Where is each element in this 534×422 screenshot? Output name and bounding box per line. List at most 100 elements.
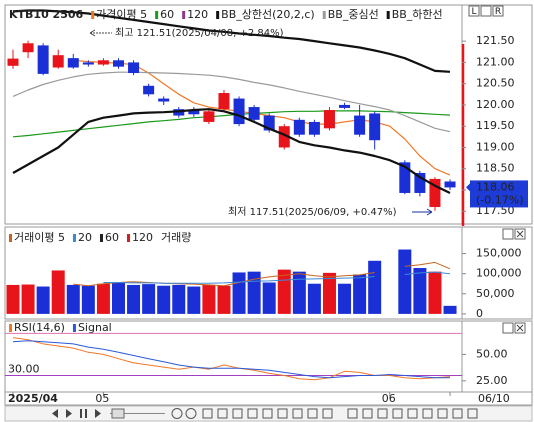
candle-body: [233, 98, 245, 125]
x-tick-label: 06: [382, 392, 396, 405]
tool-button[interactable]: [217, 408, 228, 419]
close-icon: [516, 230, 524, 238]
legend-swatch: [91, 11, 95, 19]
y-tick-label: 25.00: [476, 374, 508, 387]
tool-button[interactable]: [232, 408, 243, 419]
control-box[interactable]: [468, 5, 480, 17]
annotation: 최고 121.51(2025/04/08, +2.84%): [115, 27, 284, 39]
last-price-label: 118.06: [476, 180, 515, 193]
y-tick-label: 150,000: [476, 247, 522, 260]
y-tick-label: 50.00: [476, 347, 508, 360]
tool-button[interactable]: [377, 408, 388, 419]
candle-body: [7, 58, 19, 66]
last-price-pointer: [466, 183, 470, 192]
candle-body: [323, 110, 335, 129]
candle-body: [67, 58, 79, 68]
x-tick-label: 2025/04: [8, 392, 58, 405]
candle-body: [37, 45, 49, 74]
legend-swatch: [72, 234, 76, 242]
zoom-out[interactable]: [171, 408, 183, 419]
volume-bar: [81, 285, 95, 314]
tool-button[interactable]: [347, 408, 358, 419]
legend-swatch: [72, 324, 76, 332]
tool-button[interactable]: [467, 408, 478, 419]
volume-bar: [142, 284, 156, 314]
volume-bar: [428, 271, 442, 314]
y-tick-label: 0: [476, 307, 483, 320]
pause-button[interactable]: [85, 409, 87, 418]
candle-body: [339, 104, 351, 108]
tool-button[interactable]: [322, 408, 333, 419]
legend-swatch: [155, 11, 159, 19]
zoom-in[interactable]: [185, 408, 197, 419]
tool-button[interactable]: [407, 408, 418, 419]
candle-body: [158, 98, 170, 102]
scroll-thumb[interactable]: [111, 408, 125, 419]
candle-body: [97, 60, 109, 65]
maximize-button[interactable]: [502, 228, 514, 240]
tool-button[interactable]: [277, 408, 288, 419]
volume-bar: [368, 260, 382, 314]
tool-button[interactable]: [392, 408, 403, 419]
legend-swatch: [99, 234, 103, 242]
candle-body: [128, 62, 140, 74]
candle-body: [203, 111, 215, 122]
legend-label: BB_상한선(20,2,c): [221, 8, 315, 21]
prev-button[interactable]: [52, 409, 58, 418]
maximize-button[interactable]: [502, 322, 514, 334]
y-tick-label: 121.00: [476, 55, 515, 68]
tool-button[interactable]: [292, 408, 303, 419]
candle-body: [52, 55, 64, 68]
legend-label: 가격이평 5: [96, 8, 147, 21]
candle-body: [112, 60, 124, 67]
volume-bar: [262, 282, 276, 314]
volume-bar: [66, 284, 80, 314]
tool-button[interactable]: [307, 408, 318, 419]
volume-bar: [21, 284, 35, 314]
y-tick-label: 119.00: [476, 140, 515, 153]
tool-button[interactable]: [202, 408, 213, 419]
last-price-change: (-0.17%): [476, 193, 524, 206]
volume-bar: [443, 305, 457, 314]
close-icon: [516, 324, 524, 332]
tool-button[interactable]: [262, 408, 273, 419]
candle-body: [414, 172, 426, 193]
legend-label: 거래이평 5: [14, 231, 65, 244]
control-label: R: [495, 7, 501, 17]
y-tick-label: 119.50: [476, 119, 515, 132]
volume-bar: [338, 283, 352, 314]
control-box[interactable]: [480, 5, 492, 17]
series-line: [12, 9, 451, 73]
tool-button[interactable]: [437, 408, 448, 419]
volume-bar: [322, 272, 336, 314]
volume-bar: [172, 284, 186, 314]
toolbar-bg: [4, 405, 533, 422]
candle-body: [369, 113, 381, 141]
toolbar: [4, 405, 533, 422]
legend-label: 60: [160, 8, 174, 21]
last-price-box: [470, 180, 528, 208]
volume-bar: [217, 285, 231, 314]
legend-swatch: [216, 11, 220, 19]
tool-button[interactable]: [422, 408, 433, 419]
play-button[interactable]: [95, 409, 101, 418]
tool-button[interactable]: [247, 408, 258, 419]
panel-controls: L R: [468, 5, 526, 334]
volume-bar: [247, 271, 261, 314]
next-button[interactable]: [66, 409, 72, 418]
pause-button[interactable]: [80, 409, 82, 418]
tool-button[interactable]: [452, 408, 463, 419]
control-box[interactable]: [492, 5, 504, 17]
volume-bar: [413, 268, 427, 314]
y-tick-label: 120.50: [476, 77, 515, 90]
candle-body: [278, 126, 290, 148]
legend-label: Signal: [78, 321, 112, 334]
volume-bar: [127, 284, 141, 314]
legend-swatch: [386, 11, 390, 19]
legend-swatch: [9, 234, 12, 242]
legend-label: 거래량: [161, 231, 191, 244]
volume-bar: [96, 283, 110, 314]
legend-label: KTB10 2506: [9, 8, 84, 21]
tool-button[interactable]: [362, 408, 373, 419]
